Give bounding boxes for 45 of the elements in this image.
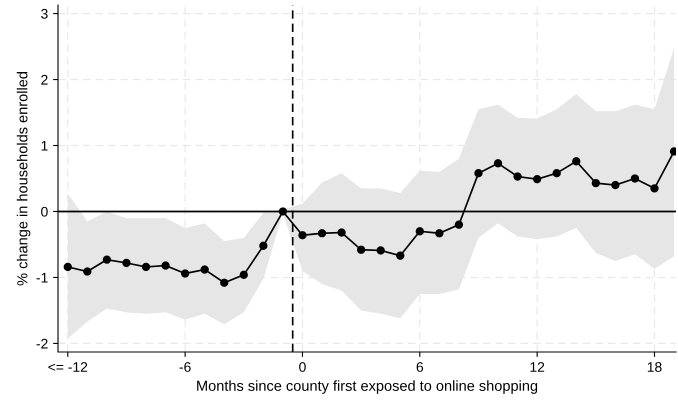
point xyxy=(474,169,483,178)
point xyxy=(572,157,580,166)
point xyxy=(83,267,92,276)
y-tick-label: 2 xyxy=(41,74,48,85)
point xyxy=(356,246,366,254)
x-axis-title: Months since county first exposed to online shopping xyxy=(197,380,538,394)
point xyxy=(220,278,228,287)
point xyxy=(611,180,620,190)
point xyxy=(64,262,72,272)
point xyxy=(278,207,288,216)
x-tick-label: 12 xyxy=(530,362,544,372)
point xyxy=(259,242,268,250)
y-tick-label: 1 xyxy=(42,140,48,151)
point xyxy=(102,255,112,264)
point xyxy=(454,220,464,229)
point xyxy=(552,169,561,178)
point xyxy=(396,252,404,260)
point xyxy=(200,265,209,274)
point xyxy=(122,258,131,268)
point xyxy=(142,262,150,272)
point xyxy=(630,174,640,183)
point xyxy=(318,229,326,238)
x-tick-label: 6 xyxy=(416,362,424,372)
point xyxy=(298,231,307,240)
point xyxy=(592,178,600,188)
point xyxy=(416,227,424,236)
x-tick-label: <= -12 xyxy=(48,362,88,372)
x-tick-label: 0 xyxy=(299,362,306,372)
point xyxy=(435,229,444,238)
point xyxy=(494,159,502,168)
point xyxy=(650,184,659,193)
point xyxy=(513,172,522,181)
point xyxy=(161,261,170,270)
point xyxy=(240,270,248,279)
point xyxy=(376,246,385,255)
y-axis-title: % change in households enrolled xyxy=(16,72,30,286)
y-tick-label: -2 xyxy=(36,338,48,348)
y-tick-label: -1 xyxy=(36,272,48,282)
point xyxy=(532,174,542,184)
y-tick-label: 0 xyxy=(41,206,48,217)
x-tick-label: 18 xyxy=(648,362,662,372)
point xyxy=(180,269,190,278)
y-tick-label: 3 xyxy=(41,8,48,19)
x-tick-label: -6 xyxy=(180,362,191,372)
point xyxy=(337,228,346,237)
